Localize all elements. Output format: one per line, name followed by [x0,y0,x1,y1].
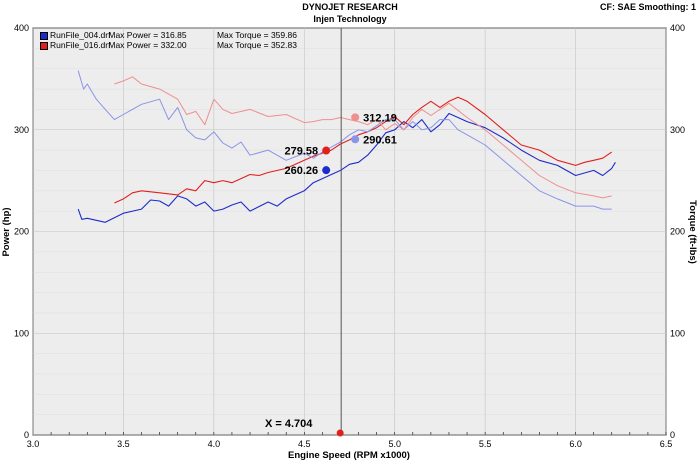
correction-info: CF: SAE Smoothing: 1 [600,2,696,12]
cursor-markers: 312.19 290.61 279.58 260.26 [285,112,397,177]
marker-label-torque: 312.19 [363,112,397,124]
x-tick-label: 5.0 [388,439,401,449]
grid [32,27,667,436]
legend-swatch [40,31,48,40]
legend-max-power: 316.85 [160,30,187,40]
y2-axis-label: Torque (ft-lbs) [687,200,698,264]
x-tick-label: 5.5 [479,439,492,449]
legend-max-torque: 352.83 [270,40,297,50]
marker-dot-torque [351,135,360,144]
x-tick-label: 4.5 [298,439,311,449]
x-tick-label: 6.0 [569,439,582,449]
legend-max-power: 332.00 [160,40,187,50]
report-title: DYNOJET RESEARCH [302,2,398,12]
legend-swatch [40,41,48,50]
cursor[interactable] [336,28,344,437]
marker-dot-torque [351,113,360,122]
y2-tick-label: 300 [670,125,685,135]
legend-file: RunFile_004.drf [50,30,111,40]
marker-dot-power [322,146,331,155]
x-tick-label: 4.0 [208,439,221,449]
marker-dot-power [322,166,331,175]
report-subtitle: Injen Technology [313,14,387,24]
y-tick-label: 300 [14,125,29,135]
y-tick-label: 200 [14,227,29,237]
legend-file: RunFile_016.drf [50,40,111,50]
legend-entry-runfile-016[interactable]: RunFile_016.drf Max Power = 332.00 Max T… [40,40,297,50]
y2-tick-label: 100 [670,328,685,338]
y2-tick-label: 200 [670,227,685,237]
series-lines [77,70,616,223]
series-line-runfile-004-drf-power [77,112,616,223]
legend-max-torque-label: Max Torque = [216,40,269,50]
series-line-runfile-004-drf-torque [77,70,612,210]
y2-tick-label: 0 [670,430,675,440]
legend-max-power-label: Max Power = [108,30,159,40]
y-axis-label: Power (hp) [1,207,12,256]
x-axis-label: Engine Speed (RPM x1000) [288,450,410,461]
y2-tick-label: 400 [670,23,685,33]
y-tick-label: 0 [24,430,29,440]
marker-label-power: 279.58 [285,146,319,158]
x-tick-label: 3.5 [117,439,130,449]
legend-max-power-label: Max Power = [108,40,159,50]
cursor-handle[interactable] [336,429,344,437]
legend-max-torque-label: Max Torque = [216,30,269,40]
x-tick-label: 6.5 [660,439,673,449]
y-tick-label: 100 [14,328,29,338]
marker-label-power: 260.26 [285,165,319,177]
series-line-runfile-016-drf-torque [114,76,612,199]
legend-entry-runfile-004[interactable]: RunFile_004.drf Max Power = 316.85 Max T… [40,30,297,40]
legend-max-torque: 359.86 [270,30,297,40]
y-tick-label: 400 [14,23,29,33]
cursor-readout: X = 4.704 [265,418,313,430]
x-tick-label: 3.0 [27,439,40,449]
marker-label-torque: 290.61 [363,134,397,146]
